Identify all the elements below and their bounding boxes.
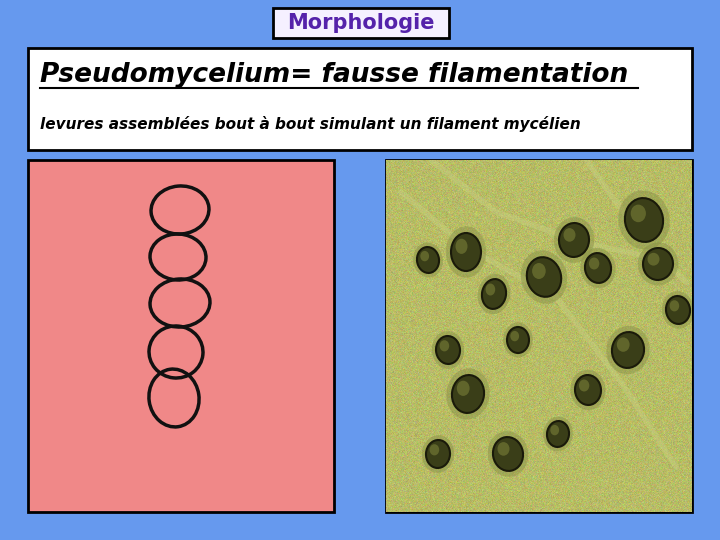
Ellipse shape bbox=[446, 368, 490, 420]
Ellipse shape bbox=[493, 437, 523, 471]
Ellipse shape bbox=[554, 217, 594, 263]
FancyBboxPatch shape bbox=[28, 48, 692, 150]
Ellipse shape bbox=[440, 340, 449, 352]
Ellipse shape bbox=[606, 326, 649, 374]
Ellipse shape bbox=[550, 425, 559, 435]
FancyBboxPatch shape bbox=[28, 160, 334, 512]
Ellipse shape bbox=[503, 322, 533, 357]
Ellipse shape bbox=[618, 191, 670, 249]
Ellipse shape bbox=[422, 435, 454, 473]
Ellipse shape bbox=[510, 331, 519, 341]
Ellipse shape bbox=[570, 370, 606, 410]
Ellipse shape bbox=[456, 239, 467, 254]
Ellipse shape bbox=[507, 327, 529, 353]
Ellipse shape bbox=[451, 233, 481, 271]
Ellipse shape bbox=[417, 247, 439, 273]
Ellipse shape bbox=[487, 431, 528, 477]
Ellipse shape bbox=[662, 291, 694, 329]
Ellipse shape bbox=[625, 198, 663, 242]
Ellipse shape bbox=[575, 375, 601, 405]
Ellipse shape bbox=[579, 380, 589, 392]
Ellipse shape bbox=[670, 300, 679, 312]
Ellipse shape bbox=[617, 338, 629, 352]
Ellipse shape bbox=[485, 284, 495, 295]
Ellipse shape bbox=[666, 296, 690, 324]
Text: levures assemblées bout à bout simulant un filament mycélien: levures assemblées bout à bout simulant … bbox=[40, 116, 581, 132]
Ellipse shape bbox=[430, 444, 439, 455]
Ellipse shape bbox=[580, 248, 616, 288]
Ellipse shape bbox=[585, 253, 611, 283]
Ellipse shape bbox=[532, 263, 546, 279]
Ellipse shape bbox=[436, 336, 460, 364]
Ellipse shape bbox=[527, 257, 561, 297]
Ellipse shape bbox=[477, 274, 510, 314]
Ellipse shape bbox=[559, 223, 589, 257]
Ellipse shape bbox=[413, 242, 443, 278]
Ellipse shape bbox=[631, 205, 646, 222]
Ellipse shape bbox=[547, 421, 569, 447]
Ellipse shape bbox=[452, 375, 484, 413]
Ellipse shape bbox=[647, 253, 660, 266]
Ellipse shape bbox=[638, 242, 678, 286]
Ellipse shape bbox=[432, 331, 464, 369]
Ellipse shape bbox=[456, 381, 469, 396]
Ellipse shape bbox=[498, 442, 510, 456]
Ellipse shape bbox=[643, 248, 673, 280]
Text: Morphologie: Morphologie bbox=[287, 13, 435, 33]
Ellipse shape bbox=[446, 226, 486, 278]
Ellipse shape bbox=[543, 416, 573, 451]
Ellipse shape bbox=[612, 332, 644, 368]
Ellipse shape bbox=[521, 250, 567, 303]
Ellipse shape bbox=[420, 251, 429, 261]
Ellipse shape bbox=[589, 258, 599, 269]
Ellipse shape bbox=[426, 440, 450, 468]
Ellipse shape bbox=[482, 279, 506, 309]
Ellipse shape bbox=[564, 228, 575, 242]
FancyBboxPatch shape bbox=[273, 8, 449, 38]
Text: Pseudomycelium= fausse filamentation: Pseudomycelium= fausse filamentation bbox=[40, 62, 629, 88]
